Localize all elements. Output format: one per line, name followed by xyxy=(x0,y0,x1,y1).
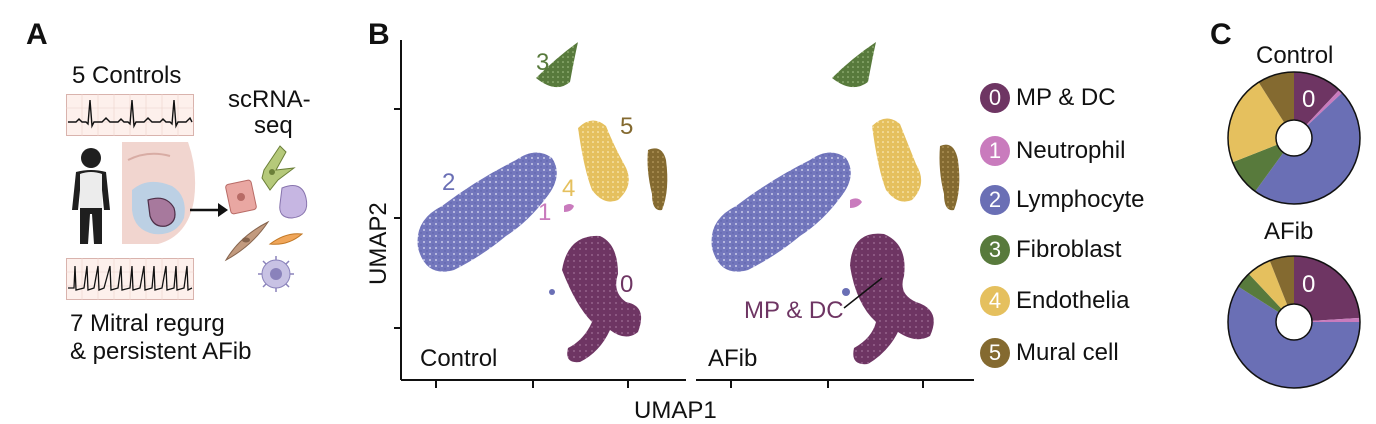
legend-item-1: 1 Neutrophil xyxy=(980,134,1125,168)
pie-center-hole xyxy=(1275,303,1313,341)
umap-axes xyxy=(394,40,974,388)
legend-label-0: MP & DC xyxy=(1016,84,1116,111)
afib-pie-title: AFib xyxy=(1264,218,1314,245)
cluster-label-0: 0 xyxy=(620,271,633,298)
legend-label-5: Mural cell xyxy=(1016,339,1119,366)
pie-control-slice-label: 0 xyxy=(1302,86,1315,113)
legend-badge-2: 2 xyxy=(980,185,1010,215)
panel-b-letter: B xyxy=(368,18,390,51)
legend-badge-1: 1 xyxy=(980,136,1010,166)
patients-label-line1: 7 Mitral regurg xyxy=(70,310,225,337)
assay-label-line2: seq xyxy=(254,112,293,139)
panel-a-letter: A xyxy=(26,18,48,51)
afib-umap-label: AFib xyxy=(708,345,757,372)
assay-label-line1: scRNA- xyxy=(228,86,311,113)
cluster-label-4: 4 xyxy=(562,175,575,202)
pie-slice-endothelia xyxy=(1248,260,1294,322)
legend-label-2: Lymphocyte xyxy=(1016,186,1145,213)
legend-item-3: 3 Fibroblast xyxy=(980,233,1121,267)
pie-slice-mp-dc xyxy=(1294,256,1360,322)
legend-label-1: Neutrophil xyxy=(1016,137,1126,164)
pie-outline xyxy=(1227,255,1361,389)
legend-badge-5: 5 xyxy=(980,338,1010,368)
pie-control xyxy=(1227,71,1361,205)
y-axis-label: UMAP2 xyxy=(365,202,392,285)
cluster-2-afib xyxy=(711,152,851,272)
legend-item-2: 2 Lymphocyte xyxy=(980,183,1145,217)
arrow-icon xyxy=(190,203,228,217)
pie-center-hole xyxy=(1275,119,1313,157)
cluster-3-control xyxy=(536,42,578,88)
patients-label-line2: & persistent AFib xyxy=(70,338,252,365)
controls-label: 5 Controls xyxy=(72,62,182,89)
patient-figure-icon xyxy=(72,148,110,244)
legend-badge-3: 3 xyxy=(980,235,1010,265)
normal-ecg-strip xyxy=(66,94,194,136)
cluster-4-afib xyxy=(872,118,922,202)
cluster-5-afib xyxy=(939,144,960,211)
panel-c-letter: C xyxy=(1210,18,1232,51)
mp-dc-annotation: MP & DC xyxy=(744,297,844,324)
legend-item-4: 4 Endothelia xyxy=(980,284,1129,318)
pie-afib xyxy=(1227,255,1361,389)
afib-ecg-strip xyxy=(66,258,194,300)
cluster-label-1: 1 xyxy=(538,199,551,226)
cluster-4-control xyxy=(578,120,629,202)
cluster-label-5: 5 xyxy=(620,113,633,140)
legend-item-5: 5 Mural cell xyxy=(980,336,1119,370)
cluster-1-afib xyxy=(850,198,862,208)
heart-tissue-icon xyxy=(122,142,196,244)
cluster-1-control xyxy=(564,204,574,212)
cell-types-icon xyxy=(224,145,308,292)
umap-afib-clusters xyxy=(711,42,960,365)
legend-label-3: Fibroblast xyxy=(1016,236,1122,263)
control-pie-title: Control xyxy=(1256,42,1334,69)
umap-plot: 3 5 2 4 1 0 MP & DC Control AFib UMAP1 U… xyxy=(365,40,974,424)
cluster-2-control xyxy=(417,152,557,272)
legend-label-4: Endothelia xyxy=(1016,287,1130,314)
pie-afib-slice-label: 0 xyxy=(1302,271,1315,298)
cluster-3-afib xyxy=(832,42,876,88)
composition-pie-charts: 0 0 xyxy=(1227,71,1361,389)
control-umap-label: Control xyxy=(420,345,497,372)
cluster-label-3: 3 xyxy=(536,49,549,76)
cluster-label-2: 2 xyxy=(442,169,455,196)
pie-slice-mp-dc xyxy=(1294,72,1340,138)
legend-badge-4: 4 xyxy=(980,286,1010,316)
cluster-0-control xyxy=(562,235,642,363)
legend-item-0: 0 MP & DC xyxy=(980,81,1116,115)
pie-slice-fibroblast xyxy=(1232,138,1294,192)
pie-outline xyxy=(1227,71,1361,205)
cluster-5-control xyxy=(647,148,668,211)
x-axis-label: UMAP1 xyxy=(634,397,717,424)
cluster-0-afib xyxy=(850,233,934,365)
umap-control-clusters xyxy=(417,42,668,363)
annotation-line xyxy=(843,277,883,309)
legend-badge-0: 0 xyxy=(980,83,1010,113)
